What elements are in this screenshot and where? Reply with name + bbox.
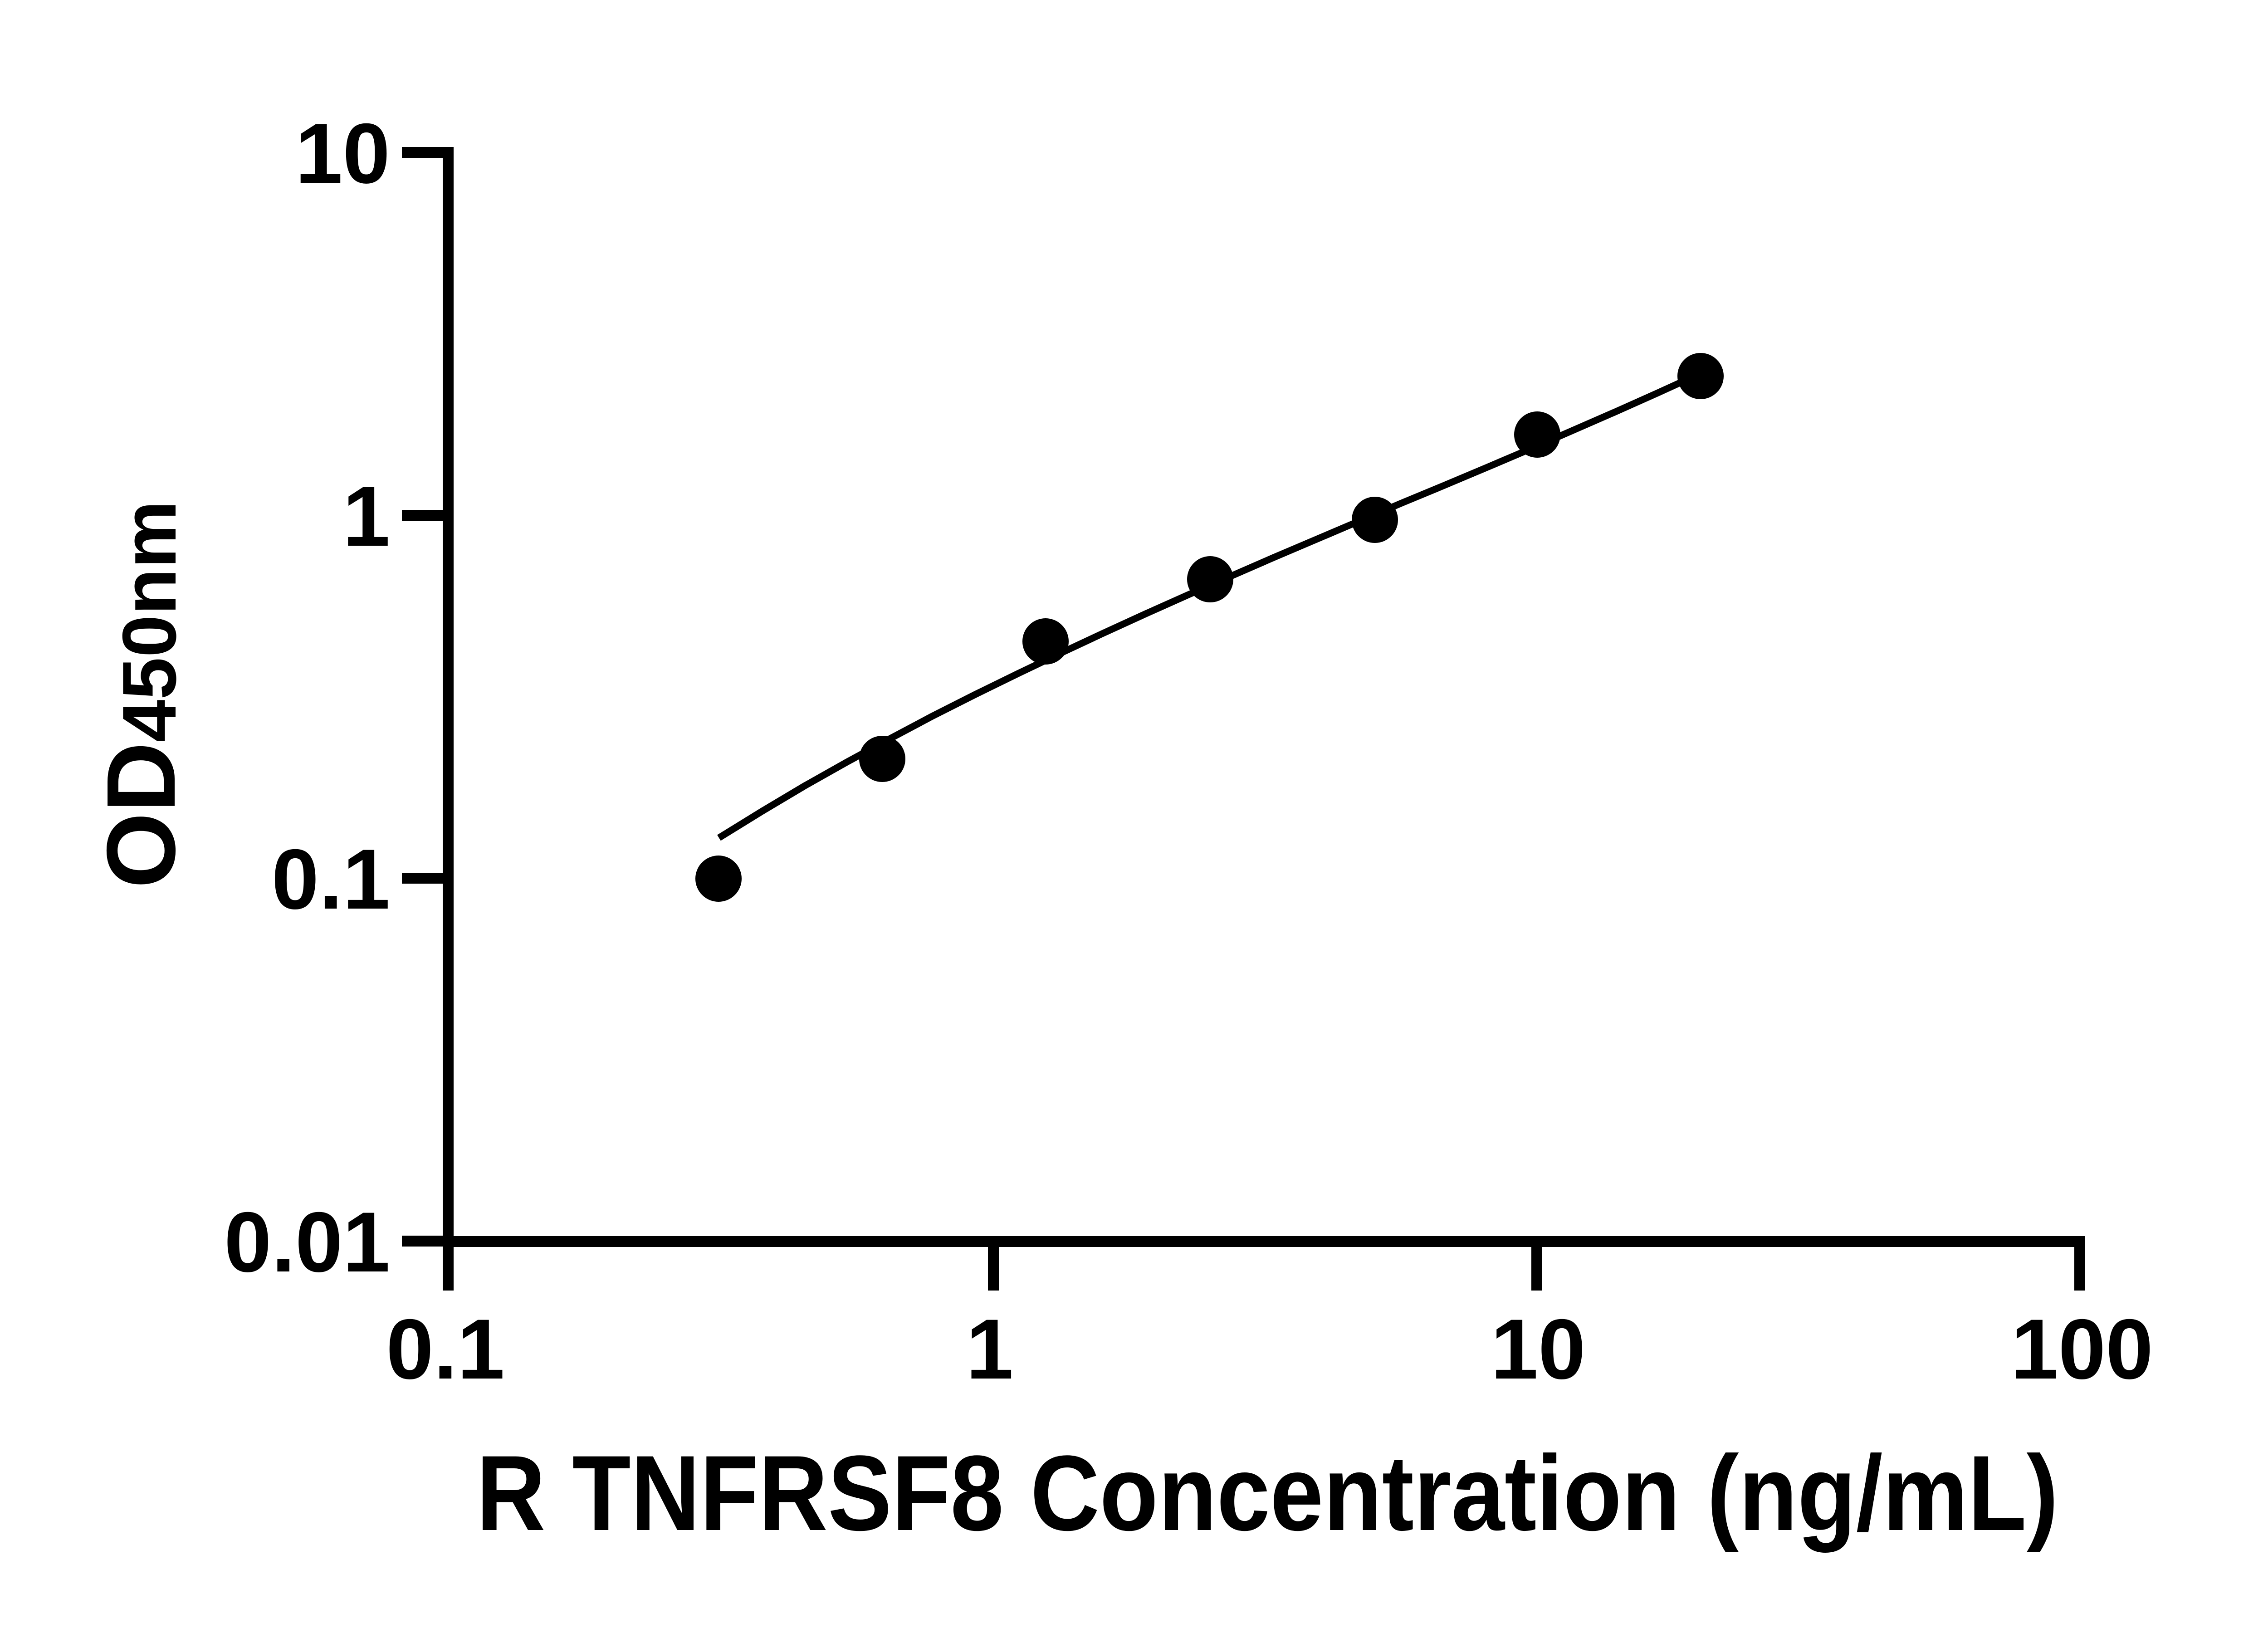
svg-text:0.1: 0.1	[272, 831, 390, 927]
svg-text:0.1: 0.1	[386, 1301, 504, 1397]
svg-text:R TNFRSF8 Concentration (ng/mL: R TNFRSF8 Concentration (ng/mL)	[476, 1433, 2058, 1553]
svg-text:1: 1	[966, 1301, 1014, 1397]
svg-text:10: 10	[1491, 1301, 1585, 1397]
svg-text:10: 10	[295, 106, 390, 201]
svg-text:0.01: 0.01	[224, 1194, 390, 1290]
svg-text:100: 100	[2011, 1301, 2153, 1397]
svg-text:OD450nm: OD450nm	[86, 501, 196, 889]
svg-text:1: 1	[342, 469, 390, 564]
